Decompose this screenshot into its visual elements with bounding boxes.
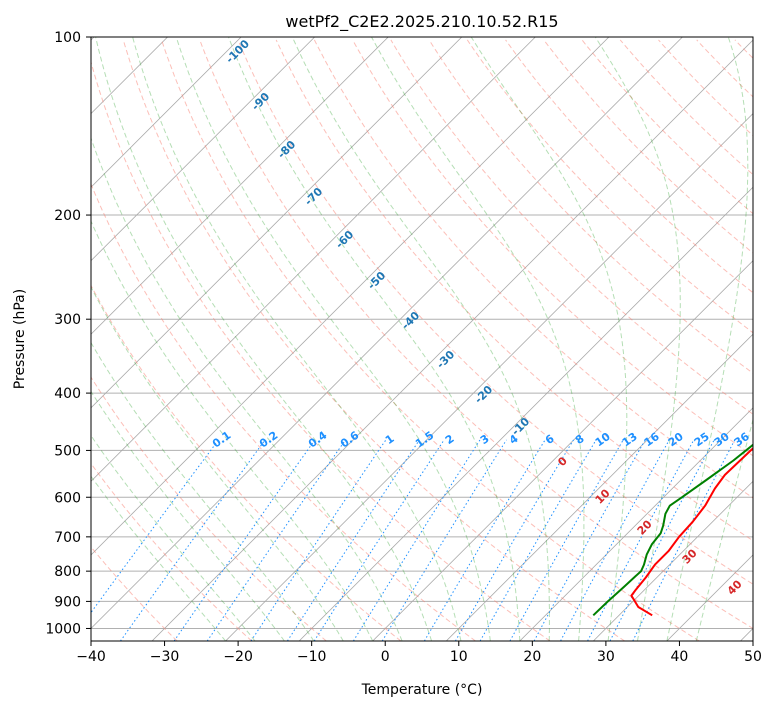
data-series [592,443,753,617]
dry-adiabat-line [275,39,753,542]
x-axis-title: Temperature (°C) [361,682,483,698]
x-tick-label: 10 [450,649,468,665]
y-tick-label: 200 [54,208,81,224]
moist-adiabat-line [91,475,226,641]
thermodynamic-lines [91,37,753,641]
mixing-ratio-line [173,439,316,641]
plot-border [90,36,754,642]
mixing-ratio-line [206,439,346,641]
isotherm-line [91,37,389,335]
y-tick-label: 800 [54,564,81,580]
x-tick-label: 20 [523,649,541,665]
dry-adiabat-line [199,39,753,630]
plot-area [91,37,753,641]
isotherm-line [151,39,753,641]
y-tick-label: 900 [54,594,81,610]
x-tick-label: 30 [597,649,615,665]
moist-adiabat-line [666,37,749,641]
y-tick-label: 500 [54,443,81,459]
x-tick-label: 50 [744,649,762,665]
mixing-ratio-line [423,439,546,641]
moist-adiabat-line [95,37,432,641]
x-tick-label: −30 [150,649,180,665]
y-tick-label: 600 [54,490,81,506]
dry-adiabat-line [428,39,753,374]
moist-adiabat-line [91,286,344,641]
x-tick-label: −20 [223,649,253,665]
dewpoint-profile-line [592,443,753,617]
mixing-ratio-line [286,439,420,641]
plot-background [91,37,753,641]
moist-adiabat-line [695,417,753,641]
grid-lines [91,37,753,641]
y-tick-label: 400 [54,386,81,402]
isotherm-line [225,113,753,641]
moist-adiabat-line [470,37,628,641]
isotherm-line [519,407,753,641]
plot-frame [90,36,754,642]
temperature-profile-line [630,447,753,617]
dry-adiabat-line [237,39,753,585]
moist-adiabat-line [91,341,315,641]
isotherm-line [91,37,610,556]
dry-adiabat-line [543,39,753,254]
mixing-ratio-line [479,439,597,641]
y-tick-label: 300 [54,312,81,328]
axes: −40 −30 −20 −10 0 10 20 30 40 50 1000 900 800 700 600 5… [45,30,762,665]
isotherm-line [445,333,753,641]
x-tick-label: −40 [76,649,106,665]
x-tick-label: 0 [381,649,390,665]
moist-adiabat-line [91,219,374,641]
dry-adiabat-line [91,60,551,641]
x-tick-label: 40 [671,649,689,665]
moist-adiabat-line [175,37,491,641]
moist-adiabat-line [228,37,521,641]
y-tick-label: 1000 [45,621,81,637]
mixing-ratio-line [632,439,736,641]
dry-adiabat-line [390,39,753,415]
mixing-ratio-line [533,439,646,641]
dry-adiabat-line [122,39,625,641]
mixing-ratio-line [313,439,445,641]
isotherm-line [91,37,536,482]
dry-adiabat-line [313,39,753,499]
dry-adiabat-line [161,39,700,641]
isotherm-line [91,37,315,262]
dry-adiabat-line [352,39,753,457]
mixing-ratio-line [381,439,507,641]
y-tick-label: 100 [54,30,81,46]
isotherm-line [91,37,683,630]
dry-adiabat-line [91,182,476,641]
x-tick-label: −10 [297,649,327,665]
moist-adiabat-line [594,37,681,641]
mixing-ratio-line [91,439,219,614]
dry-adiabat-line [619,39,753,176]
moist-adiabat-line [371,37,585,641]
dry-adiabat-line [91,284,402,641]
isotherm-line [593,480,753,641]
mixing-ratio-line [352,439,481,641]
isotherm-line [91,37,463,409]
moist-adiabat-line [291,37,550,641]
dry-adiabat-line [91,462,253,641]
moist-adiabat-line [132,37,462,641]
mixing-ratio-line [454,439,574,641]
dry-adiabat-line [505,39,753,294]
y-tick-label: 700 [54,530,81,546]
isotherm-line [372,260,753,641]
moist-adiabat-line [91,434,256,641]
isotherm-line [91,37,242,188]
chart-title: wetPf2_C2E2.2025.210.10.52.R15 [285,12,558,32]
dry-adiabat-line [91,376,327,641]
mixing-ratio-line [509,439,624,641]
y-axis-title: Pressure (hPa) [12,289,28,389]
mixing-ratio-line [250,439,387,641]
